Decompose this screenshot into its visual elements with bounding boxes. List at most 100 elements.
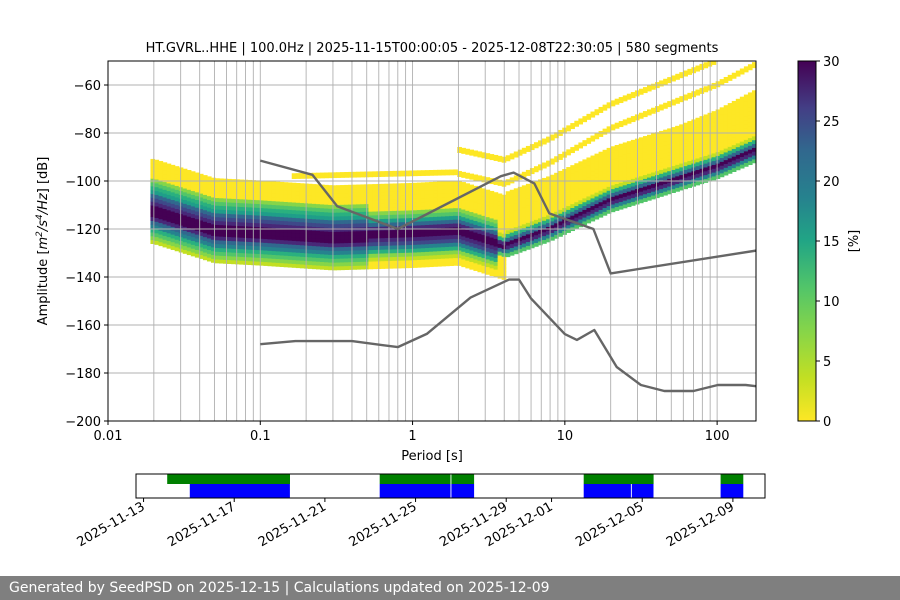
heatmap-cell — [521, 200, 527, 208]
heatmap-cell — [219, 251, 224, 256]
heatmap-cell — [695, 142, 701, 147]
heatmap-cell — [525, 214, 531, 220]
heatmap-cell — [647, 177, 652, 182]
heatmap-cell — [594, 203, 600, 208]
heatmap-cell — [190, 213, 196, 218]
heatmap-cell — [396, 187, 402, 192]
heatmap-cell — [271, 254, 277, 259]
heatmap-cell — [433, 235, 438, 240]
heatmap-cell — [352, 188, 357, 193]
heatmap-cell — [461, 228, 466, 233]
heatmap-cell — [267, 238, 273, 244]
heatmap-cell — [473, 247, 479, 252]
heatmap-cell — [255, 261, 261, 266]
heatmap-cell — [166, 240, 172, 245]
heatmap-cell — [267, 257, 273, 263]
heatmap-cell — [231, 232, 236, 238]
heatmap-cell — [614, 175, 620, 181]
heatmap-cell — [743, 94, 749, 102]
heatmap-cell — [166, 236, 172, 241]
heatmap-cell — [408, 206, 414, 211]
heatmap-cell — [328, 223, 333, 228]
heatmap-cell — [675, 145, 680, 150]
heatmap-cell — [259, 245, 265, 251]
heatmap-cell — [554, 215, 559, 220]
heatmap-cell — [659, 177, 664, 182]
heatmap-cell — [174, 204, 180, 209]
heatmap-cell — [449, 242, 454, 247]
heatmap-cell — [412, 221, 418, 226]
heatmap-cell — [263, 230, 269, 236]
heatmap-cell — [299, 256, 305, 261]
heatmap-cell — [392, 194, 398, 200]
heatmap-cell — [202, 209, 208, 215]
heatmap-cell — [513, 249, 519, 255]
heatmap-cell — [739, 68, 745, 75]
heatmap-cell — [259, 211, 265, 216]
heatmap-cell — [594, 188, 600, 193]
heatmap-cell — [384, 245, 390, 250]
heatmap-cell — [227, 244, 232, 249]
heatmap-cell — [711, 141, 717, 146]
heatmap-cell — [433, 204, 438, 210]
heatmap-cell — [182, 172, 188, 177]
heatmap-cell — [380, 199, 386, 204]
heatmap-cell — [275, 254, 281, 260]
heatmap-cell — [259, 238, 265, 243]
heatmap-cell — [457, 215, 462, 220]
heatmap-cell — [481, 204, 487, 212]
heatmap-cell — [235, 217, 240, 223]
heatmap-cell — [521, 216, 527, 221]
heatmap-cell — [267, 200, 273, 205]
heatmap-cell — [328, 242, 333, 248]
heatmap-cell — [259, 261, 265, 266]
heatmap-cell — [170, 176, 176, 181]
heatmap-cell — [154, 194, 160, 199]
heatmap-cell — [219, 247, 224, 253]
heatmap-cell — [489, 190, 495, 196]
heatmap-cell — [186, 185, 192, 190]
heatmap-cell — [590, 217, 596, 222]
heatmap-cell — [158, 230, 164, 235]
heatmap-cell — [384, 225, 390, 231]
heatmap-cell — [457, 188, 462, 193]
heatmap-cell — [622, 192, 628, 197]
heatmap-cell — [695, 134, 701, 140]
heatmap-cell — [344, 231, 349, 236]
heatmap-cell — [259, 188, 265, 193]
heatmap-cell — [275, 239, 281, 244]
heatmap-cell — [513, 234, 519, 239]
heatmap-cell — [271, 258, 277, 263]
heatmap-cell — [675, 160, 680, 165]
heatmap-cell — [751, 105, 756, 110]
heatmap-cell — [719, 134, 725, 139]
heatmap-cell — [505, 198, 511, 204]
heatmap-cell — [271, 181, 277, 186]
heatmap-cell — [509, 247, 515, 252]
heatmap-cell — [703, 86, 709, 93]
heatmap-cell — [538, 179, 543, 184]
heatmap-cell — [239, 202, 244, 208]
heatmap-cell — [735, 135, 741, 140]
heatmap-cell — [380, 210, 386, 216]
heatmap-cell — [150, 239, 156, 244]
heatmap-cell — [223, 232, 228, 237]
heatmap-cell — [344, 254, 349, 259]
heatmap-cell — [509, 201, 515, 206]
heatmap-cell — [517, 236, 523, 242]
heatmap-cell — [630, 155, 636, 160]
heatmap-cell — [497, 201, 503, 206]
heatmap-cell — [211, 212, 216, 217]
heatmap-cell — [174, 173, 180, 179]
heatmap-cell — [166, 190, 172, 195]
heatmap-cell — [493, 242, 499, 247]
heatmap-cell — [695, 127, 701, 132]
heatmap-cell — [606, 197, 612, 203]
heatmap-cell — [190, 190, 196, 195]
heatmap-cell — [186, 242, 192, 248]
heatmap-cell — [449, 203, 454, 209]
heatmap-cell — [231, 217, 236, 222]
heatmap-cell — [461, 216, 466, 222]
heatmap-cell — [727, 161, 733, 167]
heatmap-cell — [542, 220, 547, 225]
